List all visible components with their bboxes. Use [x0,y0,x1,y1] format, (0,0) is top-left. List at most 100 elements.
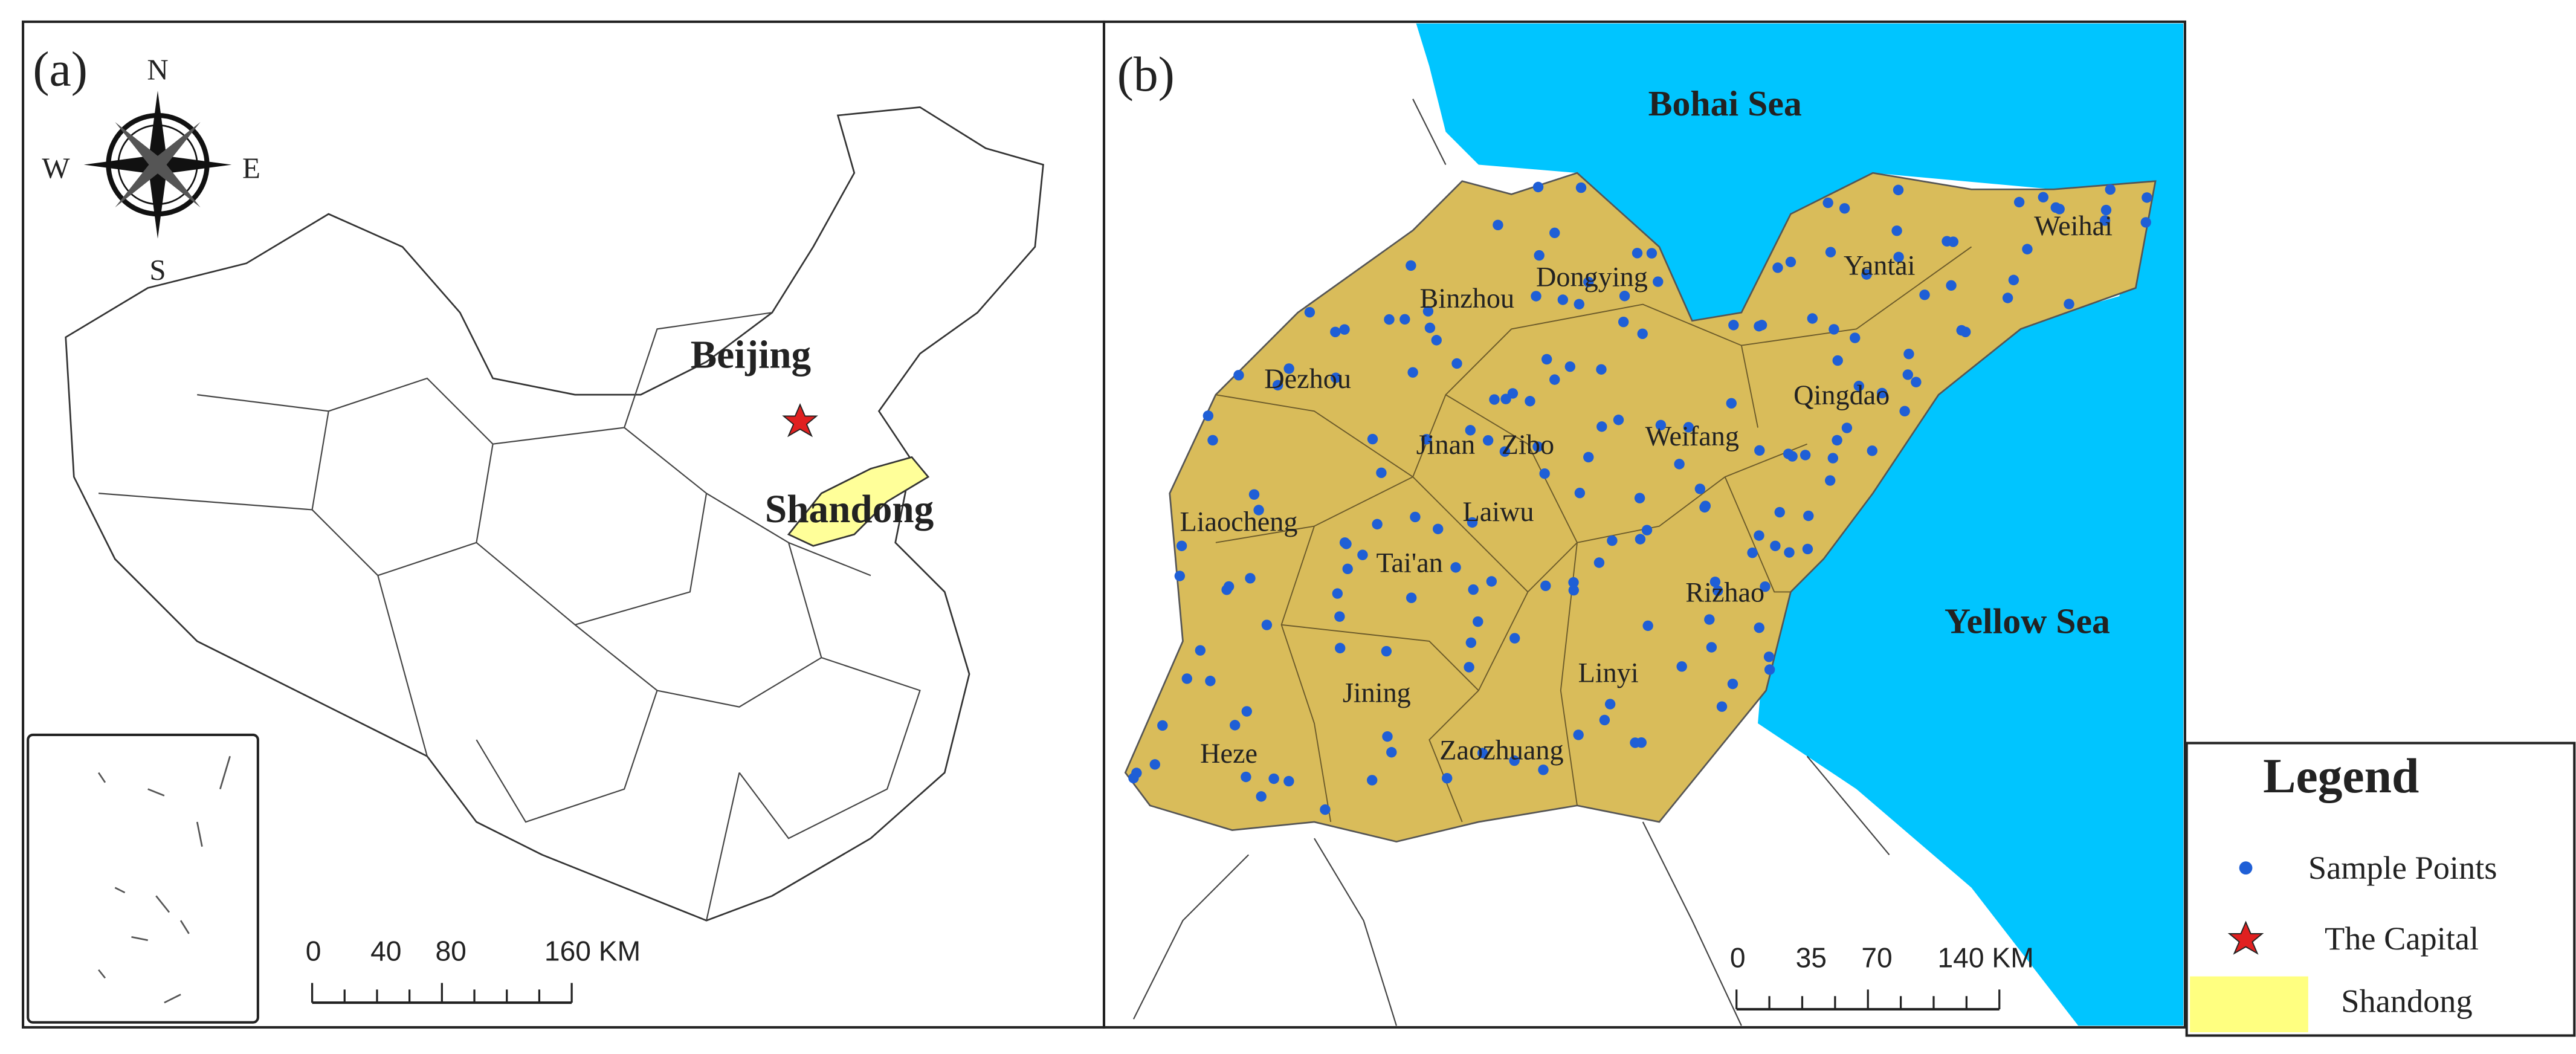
sample-point [1149,759,1160,770]
sample-point [1268,773,1279,784]
sample-point [1867,445,1877,456]
sample-point [1330,372,1341,383]
sample-point [1832,435,1842,446]
sample-point [1534,250,1545,261]
sample-point [1500,393,1511,404]
sample-point [2099,215,2111,226]
sample-point [1593,557,1605,568]
sample-point [1174,571,1186,581]
sample-point [1653,276,1664,287]
sample-point [1384,314,1395,325]
city-label: Rizhao [1685,577,1764,607]
sample-point [1706,642,1717,653]
sample-point [1726,398,1737,409]
sample-point [1205,676,1216,687]
sample-point [1832,355,1843,366]
legend-area-symbol [2190,976,2308,1033]
sample-point [1630,737,1641,748]
sample-point [1482,435,1494,446]
sample-point [1407,367,1418,378]
legend-item: Sample Points [2308,850,2497,886]
scale-label: 0 [306,936,321,967]
sample-point [1607,535,1618,546]
compass [83,91,232,239]
sample-point [1574,299,1584,310]
city-label: Liaocheng [1180,506,1297,537]
sample-point [1709,577,1721,587]
compass-n: N [147,53,168,86]
sample-point [2002,293,2013,303]
sea [1416,23,2184,1026]
sample-point [1451,358,1462,369]
sample-point [1783,448,1794,459]
sample-point [1441,772,1453,784]
sample-point [1822,197,1833,209]
sample-point [1465,637,1477,648]
city-label: Jinan [1416,429,1476,460]
compass-w: W [42,152,70,185]
sample-point [1229,720,1241,731]
sample-point [1568,577,1579,588]
sample-point [2050,202,2061,213]
shandong-highlight [787,456,930,547]
sample-point [1583,451,1594,463]
sample-point [1422,306,1434,317]
sample-point [1676,661,1687,672]
shandong-land [1124,172,2157,843]
sample-point [1304,306,1315,318]
city-label: Zaozhuang [1439,734,1563,765]
sample-point [1406,260,1416,271]
sample-point [1802,543,1813,555]
sample-point [1248,489,1260,500]
sample-point [1525,396,1535,407]
city-label: Laiwu [1462,496,1534,527]
scale-label: 35 [1796,942,1827,974]
sample-point [1367,433,1378,445]
panel-label: (b) [1117,47,1175,102]
outside-borders [1132,99,1890,1026]
sample-point [1712,585,1723,597]
sample-point [1320,804,1331,815]
sample-point [1272,380,1283,391]
panel-label: (a) [33,42,88,97]
sample-point [1635,534,1646,545]
china-outline [65,106,1044,922]
sample-point [1829,324,1839,335]
sample-point [1646,248,1658,259]
sample-point [1339,324,1350,335]
city-label: Linyi [1578,658,1639,688]
sample-point [1256,791,1267,802]
sample-point [1948,236,1959,247]
sea-label: Bohai Sea [1648,83,1802,123]
sample-point [1763,651,1775,662]
sample-point [2142,192,2152,203]
sample-point [1334,611,1345,622]
sample-point [1499,446,1511,457]
sample-point [1825,247,1836,257]
city-borders [1215,246,1972,823]
sample-point [1774,506,1785,518]
sample-point [1754,445,1765,456]
sample-point [1473,616,1483,627]
sample-point [1655,419,1667,431]
city-label: Binzhou [1420,283,1515,314]
sample-point [1283,363,1294,374]
inset-islands [97,755,231,1004]
sample-point [2038,192,2049,203]
city-label: Weihai [2034,210,2113,241]
sample-point [1827,453,1839,464]
sample-point [1357,549,1368,560]
sample-point [1367,775,1378,786]
city-label: Heze [1200,738,1257,769]
sample-point [1339,537,1351,548]
legend-title: Legend [2263,748,2419,803]
sample-point [1549,227,1560,239]
sample-point [1467,517,1478,528]
sample-point [1727,678,1738,690]
sample-point [1332,588,1343,599]
sample-point [1573,729,1584,740]
sample-point [1704,614,1715,625]
capital-label: Beijing [691,333,811,377]
